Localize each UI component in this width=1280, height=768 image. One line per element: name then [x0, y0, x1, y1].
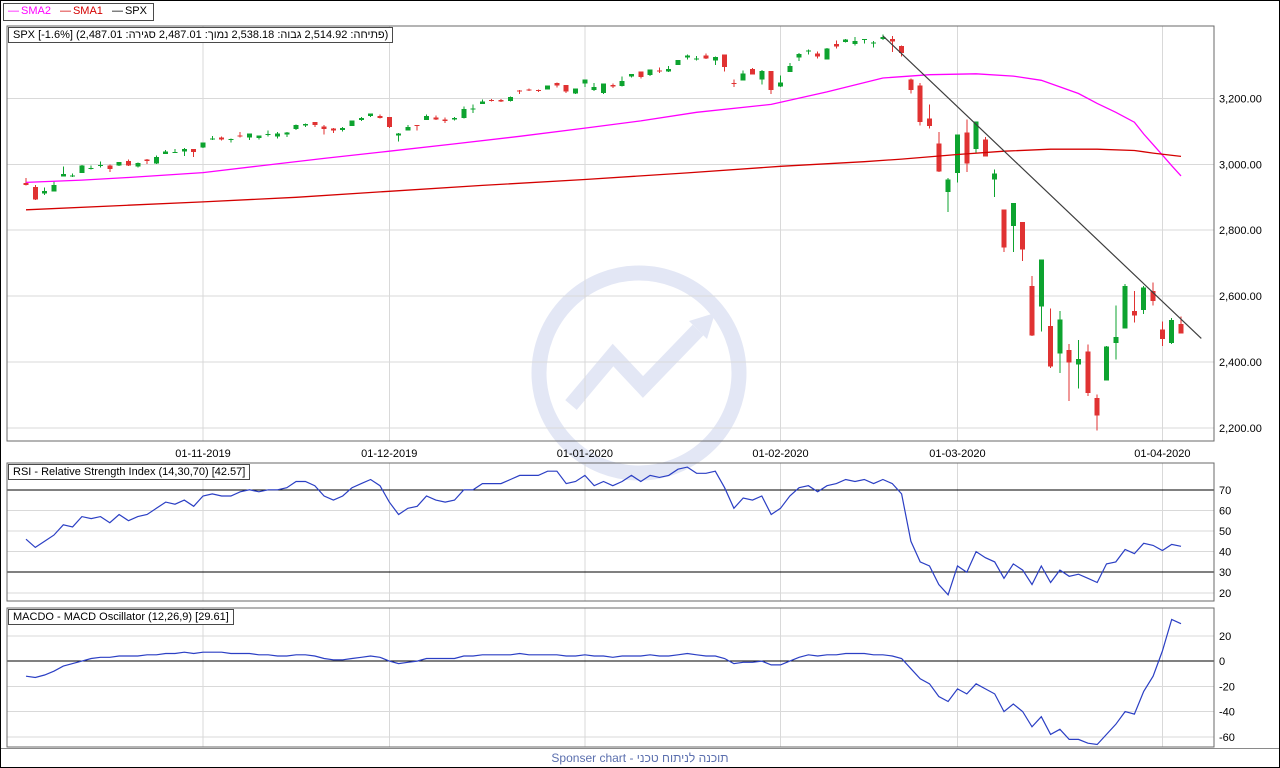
svg-text:01-01-2020: 01-01-2020	[557, 448, 613, 460]
svg-text:01-03-2020: 01-03-2020	[929, 448, 985, 460]
legend-item-spx[interactable]: — SPX	[112, 5, 147, 18]
candlestick-series[interactable]	[23, 34, 1184, 431]
svg-text:01-12-2019: 01-12-2019	[361, 448, 417, 460]
svg-text:-40: -40	[1219, 707, 1235, 719]
svg-text:20: 20	[1219, 588, 1231, 600]
watermark-arrowhead-icon	[689, 313, 715, 339]
legend-item-sma1[interactable]: — SMA1	[60, 5, 103, 18]
main-chart-title: SPX [-1.6%] (פתיחה: 2,514.92 גבוה: 2,538…	[8, 27, 394, 43]
svg-text:50: 50	[1219, 526, 1231, 538]
price-axis-labels: 3,200.00 3,000.00 2,800.00 2,600.00 2,400.00…	[1219, 93, 1262, 434]
spx-line-swatch-icon: —	[111, 5, 123, 17]
macd-panel-line	[25, 618, 1182, 746]
svg-text:2,400.00: 2,400.00	[1219, 357, 1262, 369]
sma1-line-swatch-icon: —	[59, 5, 71, 17]
macd-panel: 20 0 -20 -40 -60	[6, 607, 1235, 748]
svg-text:0: 0	[1219, 656, 1225, 668]
macd-title-text: MACDO - MACD Oscillator (12,26,9) [29.61…	[13, 611, 229, 623]
legend-label-spx: SPX	[124, 5, 147, 17]
svg-text:01-04-2020: 01-04-2020	[1134, 448, 1190, 460]
svg-text:2,800.00: 2,800.00	[1219, 225, 1262, 237]
svg-text:01-11-2019: 01-11-2019	[175, 448, 230, 460]
svg-text:01-02-2020: 01-02-2020	[752, 448, 808, 460]
svg-text:60: 60	[1219, 505, 1231, 517]
svg-text:30: 30	[1219, 567, 1231, 579]
sma2-line-swatch-icon: —	[8, 5, 19, 17]
rsi-panel: 70 60 50 40 30 20	[6, 462, 1231, 602]
downtrend-line	[882, 35, 1202, 339]
watermark-circle-icon	[531, 265, 747, 481]
svg-text:3,000.00: 3,000.00	[1219, 159, 1262, 171]
legend-label-sma2: SMA2	[21, 5, 51, 17]
svg-text:3,200.00: 3,200.00	[1219, 93, 1262, 105]
rsi-panel-line	[25, 466, 1182, 596]
main-price-panel	[6, 25, 1215, 442]
date-axis-labels: 01-11-2019 01-12-2019 01-01-2020 01-02-2020…	[175, 448, 1190, 460]
watermark-trend-arrow-icon	[565, 324, 704, 410]
legend-label-sma1: SMA1	[72, 5, 103, 17]
rsi-title-text: RSI - Relative Strength Index (14,30,70)…	[13, 466, 246, 478]
legend-item-sma2[interactable]: — SMA2	[8, 5, 51, 18]
svg-text:-20: -20	[1219, 681, 1235, 693]
main-chart-title-text: SPX [-1.6%] (פתיחה: 2,514.92 גבוה: 2,538…	[13, 29, 389, 41]
rsi-panel-title: RSI - Relative Strength Index (14,30,70)…	[8, 464, 251, 480]
svg-text:70: 70	[1219, 485, 1231, 497]
sma1-line	[25, 148, 1182, 211]
series-legend: — SMA2 — SMA1 — SPX	[3, 3, 154, 21]
svg-text:20: 20	[1219, 631, 1231, 643]
macd-panel-title: MACDO - MACD Oscillator (12,26,9) [29.61…	[8, 609, 234, 625]
footer-credit-text: Sponser chart - תוכנה לניתוח טכני	[551, 751, 729, 765]
svg-text:2,600.00: 2,600.00	[1219, 291, 1262, 303]
svg-text:2,200.00: 2,200.00	[1219, 423, 1262, 435]
footer-credit: Sponser chart - תוכנה לניתוח טכני	[1, 748, 1279, 767]
svg-text:-60: -60	[1219, 732, 1235, 744]
sma2-line	[25, 73, 1182, 184]
svg-text:40: 40	[1219, 547, 1231, 559]
